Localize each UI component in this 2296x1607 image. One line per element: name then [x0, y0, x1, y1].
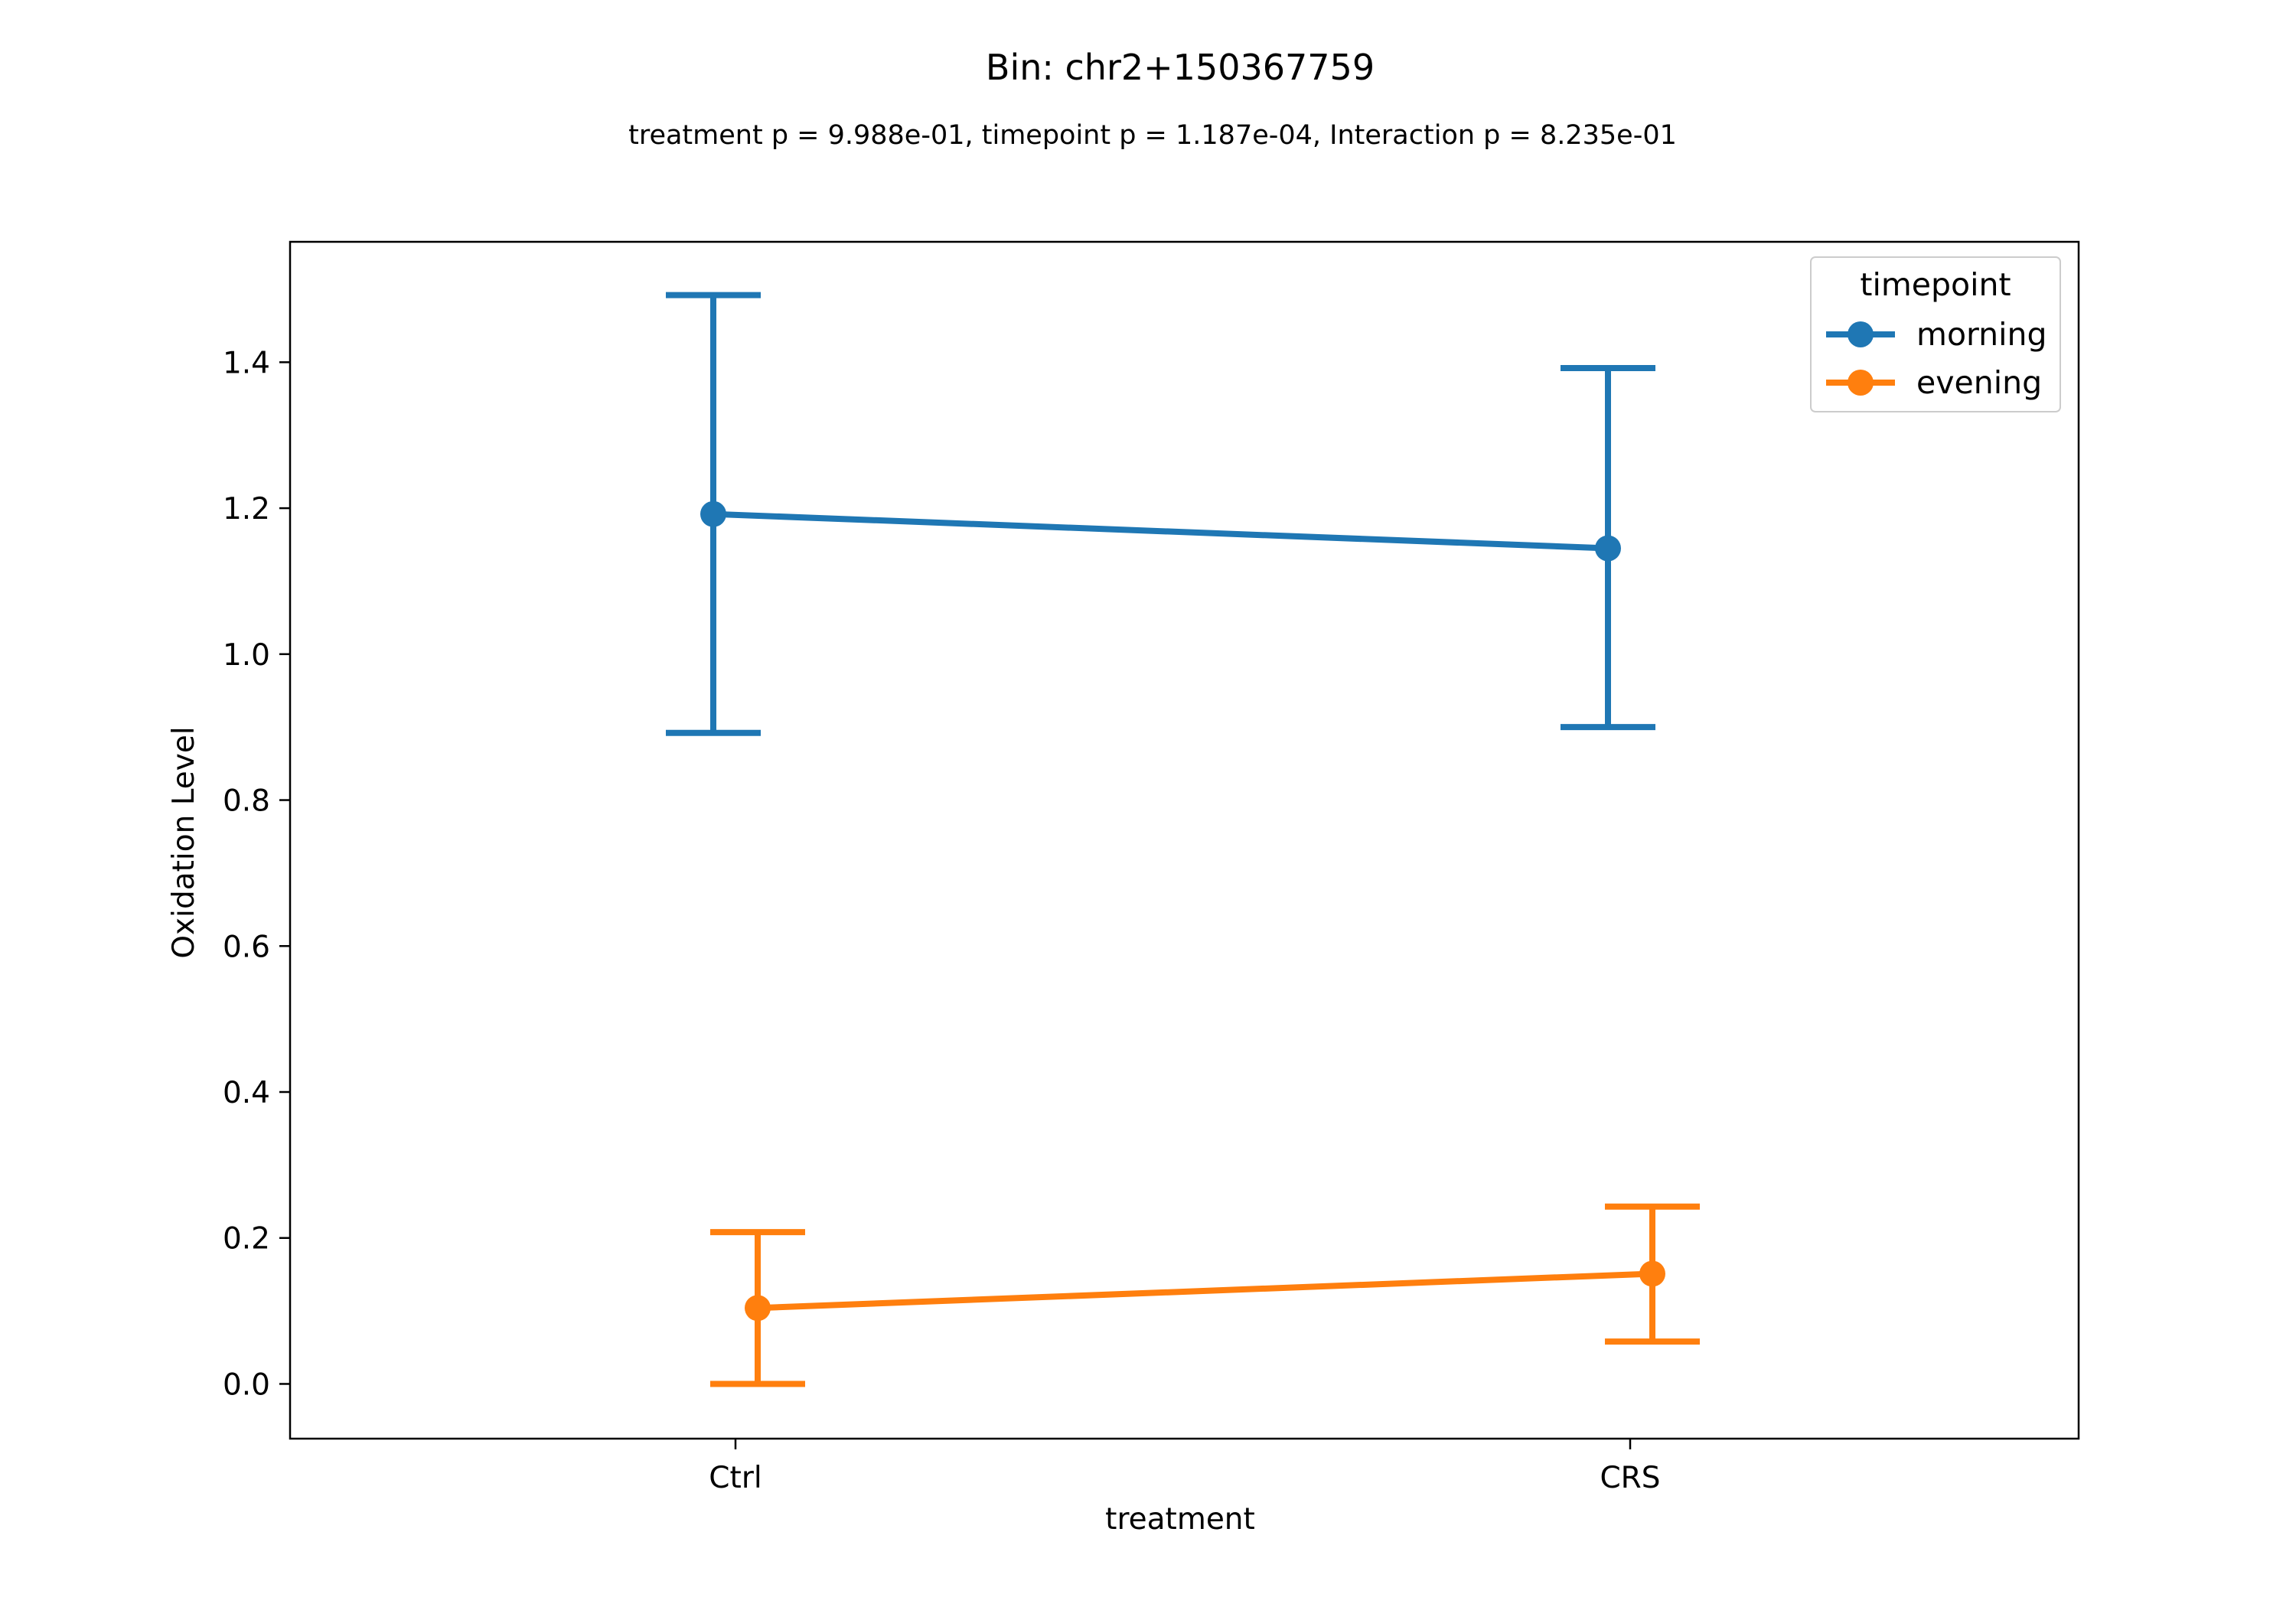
chart-subtitle: treatment p = 9.988e-01, timepoint p = 1…	[628, 120, 1677, 151]
series-line	[757, 1270, 1653, 1312]
data-point	[700, 500, 726, 527]
plot-area: 0.0 0.2 0.4 0.6 0.8 1.0 1.2 1.4 Ctrl CRS	[223, 240, 2080, 1495]
y-tick-label: 1.4	[223, 346, 270, 380]
data-point	[1595, 535, 1621, 562]
series-line	[713, 510, 1609, 552]
y-tick-label: 1.2	[223, 492, 270, 526]
y-tick-label: 0.8	[223, 784, 270, 819]
x-axis-label: treatment	[1105, 1502, 1255, 1537]
x-tick-label: CRS	[1600, 1461, 1660, 1495]
legend-marker-evening	[1848, 370, 1874, 396]
legend: timepoint morning evening	[1810, 256, 2061, 412]
series-evening	[710, 1203, 1700, 1387]
chart-title: Bin: chr2+150367759	[986, 47, 1375, 88]
x-tick-label: Ctrl	[709, 1461, 762, 1495]
y-tick-label: 0.6	[223, 930, 270, 964]
y-tick-label: 0.0	[223, 1367, 270, 1402]
series-morning	[666, 292, 1655, 736]
legend-label-morning: morning	[1916, 316, 2047, 353]
data-point	[745, 1295, 771, 1322]
legend-title: timepoint	[1860, 266, 2011, 303]
y-tick-label: 1.0	[223, 638, 270, 673]
y-axis-label: Oxidation Level	[167, 726, 201, 958]
legend-frame	[1810, 256, 2061, 412]
plot-frame	[289, 240, 2080, 1440]
y-tick-label: 0.2	[223, 1222, 270, 1257]
y-tick-label: 0.4	[223, 1076, 270, 1110]
legend-label-evening: evening	[1916, 364, 2042, 401]
legend-marker-morning	[1848, 321, 1874, 347]
data-point	[1639, 1260, 1665, 1287]
